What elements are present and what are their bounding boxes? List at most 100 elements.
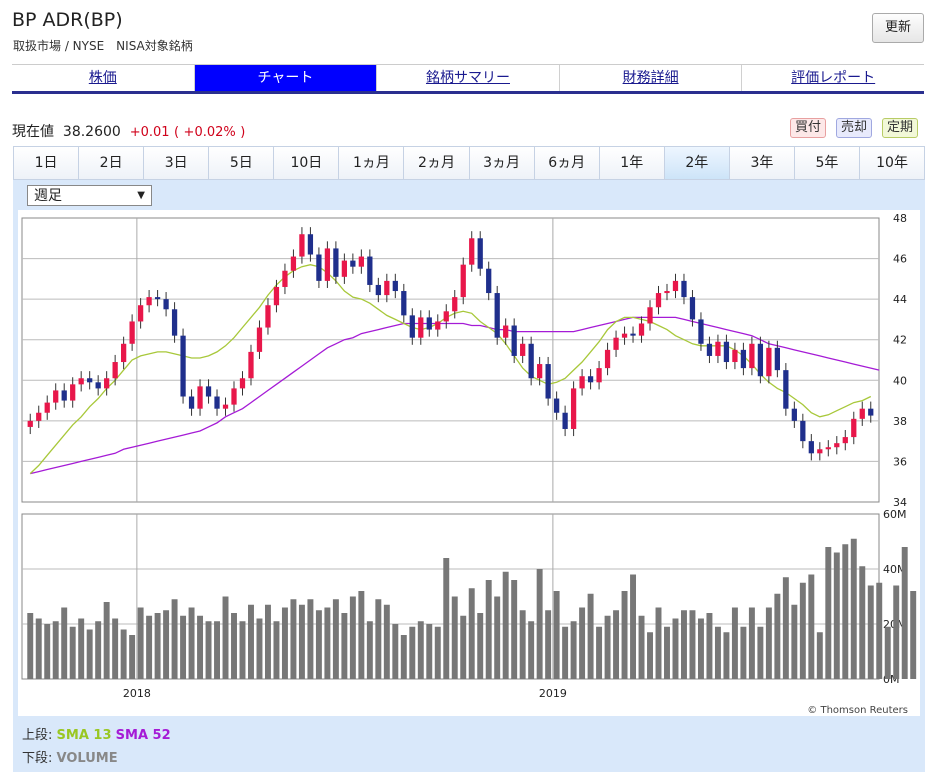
candle-body xyxy=(553,398,560,413)
volume-bar xyxy=(765,607,772,679)
period-2m[interactable]: 2ヵ月 xyxy=(404,147,470,179)
regular-investment-button[interactable]: 定期 xyxy=(882,118,919,138)
candle-body xyxy=(265,305,271,328)
tab-rating-report[interactable]: 評価レポート xyxy=(791,70,876,86)
period-1m[interactable]: 1ヵ月 xyxy=(339,147,405,179)
volume-bar xyxy=(706,613,713,679)
sma52-line xyxy=(30,316,880,475)
volume-bar xyxy=(358,591,365,679)
volume-bar xyxy=(791,604,798,679)
volume-bar xyxy=(298,604,305,679)
volume-bar xyxy=(850,538,857,679)
volume-bar xyxy=(52,621,59,679)
period-10y[interactable]: 10年 xyxy=(860,147,925,179)
candle-body xyxy=(469,238,475,265)
volume-bar xyxy=(672,618,679,679)
candle-body xyxy=(621,333,628,338)
volume-bar xyxy=(740,626,747,679)
period-2y[interactable]: 2年 xyxy=(664,147,730,179)
tab-chart[interactable]: チャート xyxy=(194,65,378,91)
refresh-button[interactable]: 更新 xyxy=(872,13,924,43)
period-2d[interactable]: 2日 xyxy=(79,147,145,179)
volume-bar xyxy=(808,574,815,679)
candle-body xyxy=(503,325,509,338)
volume-bar xyxy=(545,610,552,679)
candle-body xyxy=(418,317,424,338)
period-6m[interactable]: 6ヵ月 xyxy=(534,147,600,179)
candle-body xyxy=(358,256,364,267)
candle-body xyxy=(604,349,611,369)
volume-bar xyxy=(69,626,76,679)
period-3d[interactable]: 3日 xyxy=(144,147,210,179)
candle-body xyxy=(681,280,687,298)
volume-bar xyxy=(434,626,441,679)
volume-bar xyxy=(528,621,535,679)
volume-bar xyxy=(214,621,220,679)
candle-body xyxy=(520,343,526,356)
candle-body xyxy=(112,362,118,379)
period-3y[interactable]: 3年 xyxy=(729,147,795,179)
period-1y[interactable]: 1年 xyxy=(599,147,665,179)
candle-body xyxy=(256,327,263,352)
volume-bar xyxy=(86,629,93,679)
volume-bar xyxy=(655,607,662,679)
candle-body xyxy=(638,323,645,336)
volume-bar xyxy=(256,618,263,679)
volume-bar xyxy=(859,566,866,679)
price-tick-label: 44 xyxy=(893,293,907,306)
volume-bar xyxy=(103,602,110,679)
legend-upper: 上段: SMA 13 SMA 52 xyxy=(22,724,171,743)
candle-body xyxy=(137,305,144,322)
period-3m[interactable]: 3ヵ月 xyxy=(469,147,535,179)
candle-body xyxy=(545,364,551,399)
volume-bar xyxy=(884,626,891,679)
candle-body xyxy=(443,311,449,322)
period-1d[interactable]: 1日 xyxy=(14,147,80,179)
candle-body xyxy=(570,388,577,429)
candle-body xyxy=(121,343,127,363)
volume-bar xyxy=(61,607,68,679)
volume-bar xyxy=(78,618,85,679)
chart-credit: © Thomson Reuters xyxy=(807,705,908,716)
candle-body xyxy=(749,343,755,369)
tab-summary[interactable]: 銘柄サマリー xyxy=(377,65,560,91)
volume-bar xyxy=(587,593,594,679)
volume-bar xyxy=(180,615,187,679)
volume-bar xyxy=(375,599,382,679)
candle-body xyxy=(70,384,76,401)
period-5y[interactable]: 5年 xyxy=(794,147,861,179)
buy-button[interactable]: 買付 xyxy=(790,118,827,138)
candle-body xyxy=(146,297,152,306)
candle-body xyxy=(95,382,101,389)
tab-financials[interactable]: 財務詳細 xyxy=(560,65,743,91)
volume-bar xyxy=(901,547,908,679)
sell-button[interactable]: 売却 xyxy=(836,118,873,138)
candle-body xyxy=(511,325,517,356)
legend-lower: 下段: VOLUME xyxy=(22,747,118,766)
candle-body xyxy=(282,270,288,287)
candle-body xyxy=(783,370,789,409)
period-selector: 1日 2日 3日 5日 10日 1ヵ月 2ヵ月 3ヵ月 6ヵ月 1年 2年 3年… xyxy=(13,146,925,180)
tab-price[interactable]: 株価 xyxy=(12,65,195,91)
volume-bar xyxy=(477,613,484,679)
price-change-pct: +0.02% xyxy=(183,125,236,140)
x-tick-label: 2018 xyxy=(123,687,151,700)
volume-bar xyxy=(383,604,390,679)
volume-bar xyxy=(511,580,518,679)
candle-body xyxy=(197,386,203,409)
volume-bar xyxy=(264,604,271,679)
volume-bar xyxy=(307,599,314,679)
price-tick-label: 38 xyxy=(893,415,907,428)
volume-bar xyxy=(451,596,458,679)
period-5d[interactable]: 5日 xyxy=(209,147,275,179)
volume-bar xyxy=(647,632,653,679)
candle-body xyxy=(341,260,348,277)
period-10d[interactable]: 10日 xyxy=(274,147,340,179)
x-tick-label: 2019 xyxy=(539,687,567,700)
volume-bar xyxy=(205,621,212,679)
interval-select[interactable]: 週足 ▼ xyxy=(27,185,152,206)
volume-bar xyxy=(27,613,34,679)
candle-body xyxy=(53,390,59,403)
candle-body xyxy=(587,376,594,383)
volume-bar xyxy=(867,585,874,679)
